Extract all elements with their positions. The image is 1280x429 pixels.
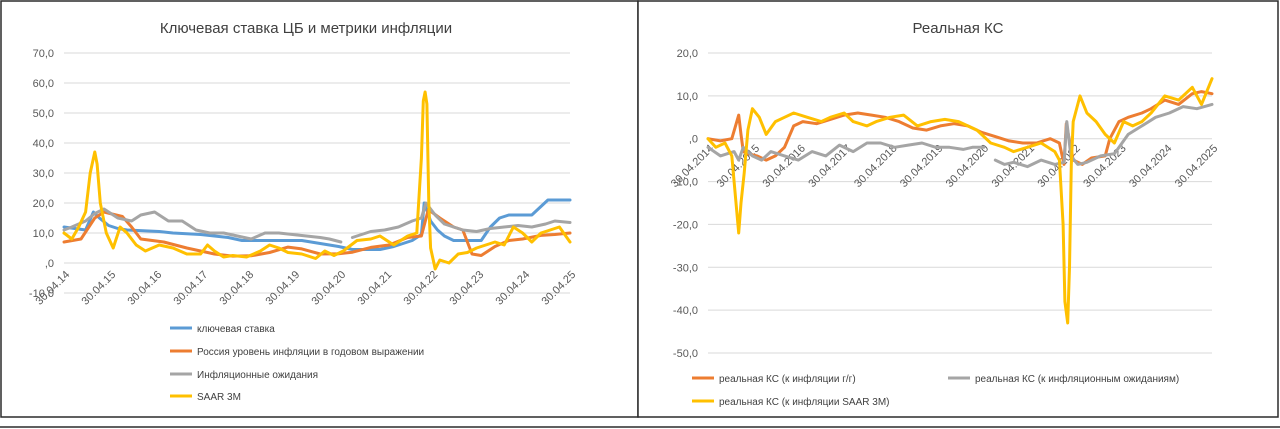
y-tick-label: -10,0 (29, 288, 54, 300)
y-tick-labels: -50,0 -40,0 -30,0 -20,0 -10,0 ,0 10,0 20,0 (673, 48, 698, 360)
y-tick-labels: -10,0 ,0 10,0 20,0 30,0 40,0 50,0 60,0 70,0 (29, 48, 54, 300)
series-lines (706, 77, 1214, 325)
y-tick-label: 10,0 (677, 91, 698, 103)
right-panel-border (637, 0, 1279, 418)
series-line-3 (350, 201, 572, 239)
series-lines (62, 90, 572, 271)
y-tick-label: ,0 (689, 134, 698, 146)
y-tick-label: 40,0 (33, 138, 54, 150)
legend-item-real-rate-yoy: реальная КС (к инфляции г/г) (692, 373, 856, 385)
legend-label: ключевая ставка (197, 324, 275, 335)
y-tick-label: 70,0 (33, 48, 54, 60)
legend-item-real-rate-expectations: реальная КС (к инфляционным ожиданиям) (948, 373, 1179, 385)
series-line-4 (62, 90, 572, 271)
series-line-1 (706, 90, 1214, 166)
y-tick-label: -20,0 (673, 219, 698, 231)
legend-label: реальная КС (к инфляции г/г) (719, 373, 856, 385)
chart-title: Ключевая ставка ЦБ и метрики инфляции (160, 20, 452, 37)
chart-legend: ключевая ставка Россия уровень инфляции … (170, 324, 424, 403)
legend-item-key-rate: ключевая ставка (170, 324, 275, 335)
legend-label: SAAR 3M (197, 392, 241, 403)
series-line-2 (993, 102, 1214, 169)
y-gridlines (708, 52, 1212, 354)
legend-item-inflation-expectations: Инфляционные ожидания (170, 369, 318, 381)
left-panel-border (0, 0, 639, 418)
chart-title: Реальная КС (913, 20, 1004, 37)
y-tick-label: 30,0 (33, 168, 54, 180)
y-tick-label: -40,0 (673, 305, 698, 317)
legend-label: реальная КС (к инфляционным ожиданиям) (975, 373, 1179, 385)
y-tick-label: 60,0 (33, 78, 54, 90)
y-tick-label: -30,0 (673, 262, 698, 274)
y-tick-label: -50,0 (673, 348, 698, 360)
chart-legend: реальная КС (к инфляции г/г) реальная КС… (692, 373, 1179, 408)
series-line-2 (706, 141, 986, 162)
legend-item-real-rate-saar: реальная КС (к инфляции SAAR 3М) (692, 396, 889, 408)
y-tick-label: 50,0 (33, 108, 54, 120)
legend-label: Россия уровень инфляции в годовом выраже… (197, 346, 424, 358)
y-tick-label: 10,0 (33, 228, 54, 240)
series-line-3 (706, 77, 1214, 325)
legend-item-saar-3m: SAAR 3M (170, 392, 241, 403)
y-tick-label: 20,0 (33, 198, 54, 210)
y-tick-label: -10,0 (673, 177, 698, 189)
legend-label: реальная КС (к инфляции SAAR 3М) (719, 396, 889, 408)
legend-item-inflation-yoy: Россия уровень инфляции в годовом выраже… (170, 346, 424, 358)
legend-label: Инфляционные ожидания (197, 369, 318, 381)
y-tick-label: ,0 (45, 258, 54, 270)
y-tick-label: 20,0 (677, 48, 698, 60)
